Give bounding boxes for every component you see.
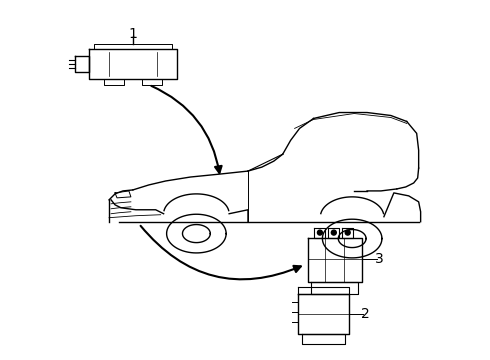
Circle shape — [345, 230, 350, 235]
Text: 2: 2 — [361, 307, 369, 321]
Circle shape — [331, 230, 336, 235]
Text: 3: 3 — [374, 252, 383, 266]
Circle shape — [318, 230, 322, 235]
Text: 1: 1 — [128, 27, 137, 41]
